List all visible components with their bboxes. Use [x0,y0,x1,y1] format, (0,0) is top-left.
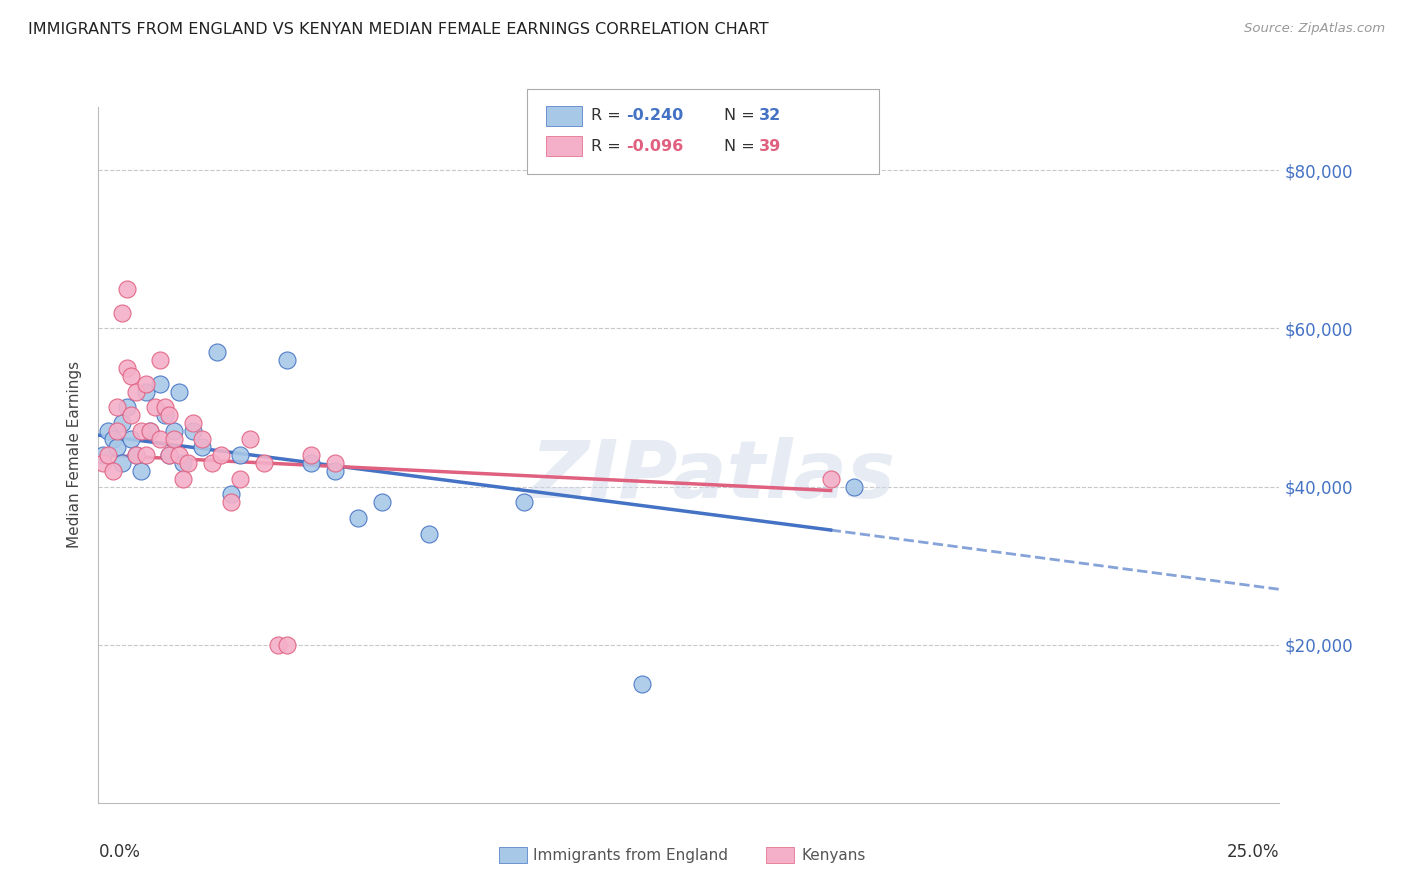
Point [299,456,322,470]
Point [121,368,143,383]
Point [177,456,200,470]
Point [149,376,172,391]
Point [276,638,298,652]
Point [153,409,176,423]
Point [149,432,172,446]
Point [129,424,152,438]
Point [163,424,186,438]
Point [101,464,124,478]
Text: Kenyans: Kenyans [801,848,866,863]
Point [167,448,190,462]
Point [91,456,114,470]
Point [191,432,214,446]
Text: 39: 39 [759,139,782,153]
Point [219,487,242,501]
Point [111,305,134,319]
Text: -0.240: -0.240 [626,109,683,123]
Point [181,424,204,438]
Point [149,353,172,368]
Text: Source: ZipAtlas.com: Source: ZipAtlas.com [1244,22,1385,36]
Point [143,401,166,415]
Point [157,409,180,423]
Point [323,456,346,470]
Point [844,479,866,493]
Point [181,417,204,431]
Point [101,432,124,446]
Point [105,440,128,454]
Text: IMMIGRANTS FROM ENGLAND VS KENYAN MEDIAN FEMALE EARNINGS CORRELATION CHART: IMMIGRANTS FROM ENGLAND VS KENYAN MEDIAN… [28,22,769,37]
Point [111,417,134,431]
Point [97,424,120,438]
Text: -0.096: -0.096 [626,139,683,153]
Text: 25.0%: 25.0% [1227,843,1279,861]
Text: ZIPatlas: ZIPatlas [530,437,896,515]
Point [139,424,162,438]
Point [115,401,138,415]
Point [157,448,180,462]
Text: N =: N = [724,109,761,123]
Point [347,511,370,525]
Point [201,456,224,470]
Point [209,448,232,462]
Point [172,472,194,486]
Point [630,677,652,691]
Point [121,409,143,423]
Point [115,361,138,376]
Point [139,424,162,438]
Point [167,384,190,399]
Point [105,401,128,415]
Text: 0.0%: 0.0% [98,843,141,861]
Point [135,376,157,391]
Text: R =: R = [591,109,626,123]
Point [125,384,148,399]
Text: Immigrants from England: Immigrants from England [533,848,728,863]
Point [267,638,290,652]
Point [105,424,128,438]
Text: 32: 32 [759,109,782,123]
Point [157,448,180,462]
Text: R =: R = [591,139,626,153]
Point [125,448,148,462]
Point [135,384,157,399]
Point [229,448,252,462]
Point [820,472,842,486]
Point [172,456,194,470]
Point [121,432,143,446]
Point [512,495,534,509]
Point [191,440,214,454]
Text: N =: N = [724,139,761,153]
Point [323,464,346,478]
Point [253,456,276,470]
Point [153,401,176,415]
Point [115,282,138,296]
Point [135,448,157,462]
Point [163,432,186,446]
Point [239,432,262,446]
Point [205,345,228,359]
Point [129,464,152,478]
Point [111,456,134,470]
Point [97,448,120,462]
Point [299,448,322,462]
Point [229,472,252,486]
Point [91,448,114,462]
Point [371,495,394,509]
Y-axis label: Median Female Earnings: Median Female Earnings [67,361,83,549]
Point [125,448,148,462]
Point [276,353,298,368]
Point [418,527,440,541]
Point [219,495,242,509]
